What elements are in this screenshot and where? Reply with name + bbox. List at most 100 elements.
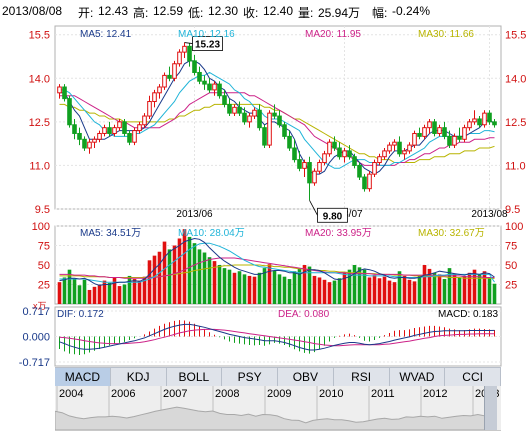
volume-bar bbox=[357, 267, 362, 304]
tab-wvad[interactable]: WVAD bbox=[390, 368, 446, 386]
volume-bar bbox=[112, 277, 117, 304]
tab-obv[interactable]: OBV bbox=[278, 368, 334, 386]
volume-bar bbox=[322, 279, 327, 304]
candle bbox=[292, 139, 297, 163]
quote-low: 12.30 bbox=[208, 4, 239, 18]
candle-body bbox=[112, 127, 117, 134]
candle bbox=[157, 84, 162, 99]
price-y-tick-right: 12.5 bbox=[505, 117, 526, 129]
candle-body bbox=[282, 124, 287, 137]
volume-bar bbox=[127, 275, 132, 304]
candle-body bbox=[332, 141, 337, 149]
candle bbox=[467, 118, 472, 131]
volume-bar bbox=[327, 282, 332, 304]
timeline-navigator[interactable]: 200420062007200820092010201120122013 bbox=[55, 386, 501, 431]
candle-body bbox=[292, 147, 297, 161]
candle-body bbox=[287, 135, 292, 149]
candle-body bbox=[242, 112, 247, 123]
timeline-range-handle[interactable] bbox=[484, 386, 497, 430]
candle-body bbox=[262, 127, 267, 146]
price-x-tick: 2013/08 bbox=[471, 209, 508, 220]
candle bbox=[152, 89, 157, 108]
candle-body bbox=[162, 74, 167, 88]
candle-body bbox=[412, 132, 417, 146]
tab-cci[interactable]: CCI bbox=[445, 368, 501, 386]
volume-bar bbox=[352, 265, 357, 304]
candle bbox=[127, 130, 132, 146]
volume-y-tick-right: 100 bbox=[505, 221, 523, 233]
annotation-label: 9.80 bbox=[323, 211, 343, 222]
annotation-leader bbox=[309, 200, 318, 216]
candle bbox=[172, 60, 177, 82]
candle-body bbox=[277, 115, 282, 126]
quote-high-label: 高: bbox=[133, 6, 149, 20]
candle-body bbox=[82, 138, 87, 149]
candle-body bbox=[152, 92, 157, 103]
candle-body bbox=[352, 156, 357, 166]
price-annotations: 15.23 9.80 bbox=[184, 36, 348, 223]
volume-bar bbox=[492, 283, 497, 304]
candle bbox=[142, 113, 147, 128]
candle bbox=[162, 72, 167, 90]
volume-ma5-line bbox=[59, 237, 495, 286]
candle bbox=[242, 107, 247, 125]
candle-body bbox=[302, 162, 307, 169]
candlestick-series bbox=[57, 42, 497, 201]
quote-close: 12.40 bbox=[263, 4, 294, 18]
candle bbox=[327, 139, 332, 157]
candle-body bbox=[272, 112, 277, 117]
candle-body bbox=[252, 109, 257, 117]
volume-bar bbox=[317, 277, 322, 304]
volume-bar bbox=[147, 260, 152, 304]
quote-open: 12.43 bbox=[98, 4, 129, 18]
volume-bar bbox=[452, 273, 457, 304]
volume-bar bbox=[447, 268, 452, 304]
candle-body bbox=[237, 106, 242, 114]
volume-bars bbox=[57, 229, 497, 304]
volume-bar bbox=[402, 275, 407, 304]
candle bbox=[302, 159, 307, 178]
tab-psy[interactable]: PSY bbox=[222, 368, 278, 386]
candle bbox=[182, 42, 187, 58]
candle bbox=[192, 55, 197, 76]
volume-bar bbox=[242, 274, 247, 304]
tab-boll[interactable]: BOLL bbox=[167, 368, 223, 386]
macd-lines bbox=[59, 323, 495, 351]
volume-bar bbox=[367, 277, 372, 304]
volume-bar bbox=[137, 280, 142, 304]
volume-y-tick-right: 75 bbox=[505, 241, 517, 253]
volume-bar bbox=[57, 282, 62, 304]
candle bbox=[262, 124, 267, 148]
candle bbox=[252, 107, 257, 119]
volume-bar bbox=[477, 274, 482, 304]
volume-bar bbox=[92, 286, 97, 304]
timeline-year-label: 2009 bbox=[267, 388, 292, 400]
volume-bar bbox=[312, 275, 317, 304]
tab-rsi[interactable]: RSI bbox=[334, 368, 390, 386]
tab-kdj[interactable]: KDJ bbox=[111, 368, 167, 386]
candle bbox=[397, 136, 402, 157]
volume-bar bbox=[397, 271, 402, 304]
candle-body bbox=[202, 80, 207, 85]
macd-y-axis: 0.717 0.000 -0.717 bbox=[19, 306, 50, 367]
candle-body bbox=[132, 130, 137, 143]
volume-bar bbox=[82, 279, 87, 304]
volume-bar bbox=[412, 281, 417, 304]
candle-body bbox=[312, 170, 317, 184]
candle bbox=[482, 110, 487, 128]
candle bbox=[87, 139, 92, 154]
price-y-tick-left: 15.5 bbox=[29, 30, 50, 42]
price-ma5-line bbox=[59, 60, 495, 175]
volume-bar bbox=[302, 265, 307, 304]
candle-body bbox=[92, 138, 97, 143]
timeline-year-label: 2012 bbox=[423, 388, 448, 400]
price-y-tick-right: 15.5 bbox=[505, 30, 526, 42]
candle bbox=[317, 159, 322, 175]
quote-close-label: 收: bbox=[243, 6, 259, 20]
tab-macd[interactable]: MACD bbox=[55, 368, 111, 386]
volume-bar bbox=[157, 251, 162, 304]
volume-bar bbox=[467, 272, 472, 304]
candle-body bbox=[167, 74, 172, 79]
volume-bar bbox=[232, 272, 237, 304]
price-y-tick-left: 11.0 bbox=[29, 160, 50, 172]
